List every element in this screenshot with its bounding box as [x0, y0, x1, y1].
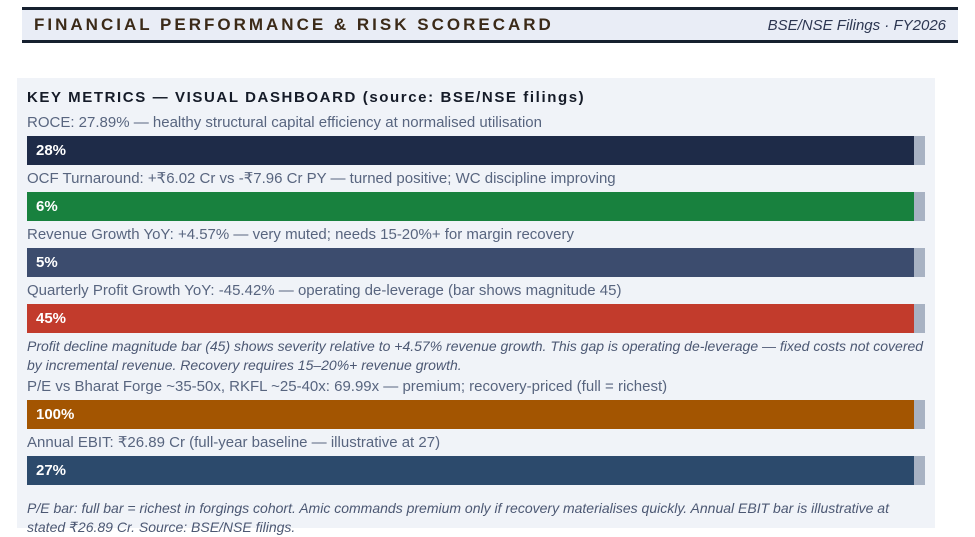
metric-label: Quarterly Profit Growth YoY: -45.42% — o… [27, 282, 622, 299]
bar-fill: 27% [27, 456, 915, 485]
metric-row: Revenue Growth YoY: +4.57% — very muted;… [27, 225, 925, 277]
bar-fill: 5% [27, 248, 915, 277]
metric-label: Annual EBIT: ₹26.89 Cr (full-year baseli… [27, 434, 441, 451]
page-title: FINANCIAL PERFORMANCE & RISK SCORECARD [34, 15, 554, 34]
metric-label: OCF Turnaround: +₹6.02 Cr vs -₹7.96 Cr P… [27, 170, 616, 187]
metrics-list: ROCE: 27.89% — healthy structural capita… [27, 113, 925, 485]
metric-row: OCF Turnaround: +₹6.02 Cr vs -₹7.96 Cr P… [27, 169, 925, 221]
header-subtitle: BSE/NSE Filings · FY2026 [767, 16, 946, 34]
panel-title: KEY METRICS — VISUAL DASHBOARD (source: … [27, 89, 586, 106]
metric-row: ROCE: 27.89% — healthy structural capita… [27, 113, 925, 165]
bar-fill: 28% [27, 136, 915, 165]
bar-value-label: 45% [36, 310, 67, 327]
bar-track: 27% [27, 456, 925, 485]
metric-label: Revenue Growth YoY: +4.57% — very muted;… [27, 226, 574, 243]
bar-value-label: 6% [36, 198, 58, 215]
bar-fill: 100% [27, 400, 915, 429]
metric-note: Profit decline magnitude bar (45) shows … [27, 338, 924, 373]
key-metrics-panel: KEY METRICS — VISUAL DASHBOARD (source: … [17, 78, 935, 535]
bar-track: 45% [27, 304, 925, 333]
metric-row: Annual EBIT: ₹26.89 Cr (full-year baseli… [27, 433, 925, 485]
bar-value-label: 27% [36, 462, 67, 479]
bar-value-label: 100% [36, 406, 75, 423]
bar-value-label: 28% [36, 142, 67, 159]
metric-row: Quarterly Profit Growth YoY: -45.42% — o… [27, 281, 925, 375]
bar-fill: 45% [27, 304, 915, 333]
bar-value-label: 5% [36, 254, 58, 271]
bar-track: 28% [27, 136, 925, 165]
footer-note: P/E bar: full bar = richest in forgings … [27, 500, 889, 535]
scorecard-header: FINANCIAL PERFORMANCE & RISK SCORECARD B… [22, 7, 958, 43]
metric-label: ROCE: 27.89% — healthy structural capita… [27, 114, 542, 131]
bar-track: 5% [27, 248, 925, 277]
metric-row: P/E vs Bharat Forge ~35-50x, RKFL ~25-40… [27, 377, 925, 429]
bar-fill: 6% [27, 192, 915, 221]
bar-track: 6% [27, 192, 925, 221]
metric-label: P/E vs Bharat Forge ~35-50x, RKFL ~25-40… [27, 378, 668, 395]
bar-track: 100% [27, 400, 925, 429]
